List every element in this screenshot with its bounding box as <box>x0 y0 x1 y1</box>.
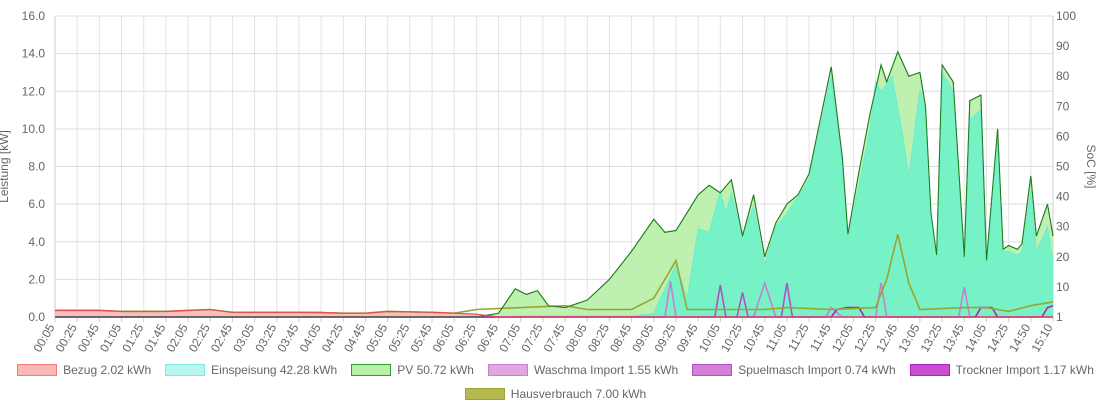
y-right-tick-label: 20 <box>1056 250 1070 264</box>
x-tick-label: 09:45 <box>674 321 701 354</box>
x-tick-label: 01:25 <box>119 321 146 354</box>
legend-item[interactable]: Hausverbrauch 7.00 kWh <box>464 382 647 406</box>
legend-swatch <box>692 364 733 376</box>
y-right-tick-label: 90 <box>1056 39 1070 53</box>
x-tick-label: 11:05 <box>763 321 790 354</box>
y-left-tick-label: 6.0 <box>28 197 45 211</box>
x-tick-label: 00:45 <box>75 321 102 354</box>
y-left-tick-label: 14.0 <box>22 47 46 61</box>
series-area-0 <box>55 309 1053 317</box>
chart-legend: Bezug 2.02 kWh Einspeisung 42.28 kWh PV 50… <box>0 358 1111 406</box>
legend-item[interactable]: Einspeisung 42.28 kWh <box>165 358 337 382</box>
legend-label: Hausverbrauch 7.00 kWh <box>510 387 647 401</box>
legend-item[interactable]: PV 50.72 kWh <box>351 358 474 382</box>
x-tick-label: 06:25 <box>452 321 479 354</box>
y-left-tick-label: 12.0 <box>22 84 46 98</box>
y-right-tick-label: 1 <box>1056 310 1063 324</box>
x-tick-label: 01:05 <box>97 321 124 354</box>
x-tick-label: 11:25 <box>785 321 812 354</box>
x-tick-label: 10:45 <box>740 321 767 354</box>
x-tick-label: 00:05 <box>30 321 57 354</box>
legend-swatch <box>487 364 528 376</box>
x-tick-label: 10:05 <box>696 321 723 354</box>
x-tick-label: 04:45 <box>341 321 368 354</box>
legend-label: Einspeisung 42.28 kWh <box>211 363 338 377</box>
y-left-tick-label: 4.0 <box>28 235 45 249</box>
legend-item[interactable]: Bezug 2.02 kWh <box>17 358 151 382</box>
legend-swatch <box>165 364 206 376</box>
legend-item[interactable]: Waschma Import 1.55 kWh <box>487 358 679 382</box>
x-tick-label: 12:25 <box>851 321 878 354</box>
legend-swatch <box>351 364 392 376</box>
x-tick-label: 05:25 <box>385 321 412 354</box>
x-tick-label: 00:25 <box>53 321 80 354</box>
x-tick-label: 02:05 <box>164 321 191 354</box>
x-tick-label: 07:45 <box>541 321 568 354</box>
x-tick-label: 09:05 <box>629 321 656 354</box>
x-tick-label: 07:25 <box>518 321 545 354</box>
y-right-tick-label: 60 <box>1056 129 1070 143</box>
legend-item[interactable]: Trockner Import 1.17 kWh <box>909 358 1094 382</box>
series-line-4 <box>55 282 1053 318</box>
x-tick-label: 01:45 <box>141 321 168 354</box>
bezug-outline <box>55 308 1053 318</box>
x-tick-label: 12:05 <box>829 321 856 354</box>
legend-label: Spuelmasch Import 0.74 kWh <box>738 363 896 377</box>
x-tick-label: 08:45 <box>607 321 634 354</box>
x-tick-label: 14:25 <box>984 321 1011 354</box>
x-tick-label: 02:45 <box>208 321 235 354</box>
x-tick-label: 02:25 <box>186 321 213 354</box>
legend-label: PV 50.72 kWh <box>397 363 474 377</box>
x-tick-label: 13:05 <box>895 321 922 354</box>
legend-swatch <box>464 388 505 400</box>
x-tick-label: 03:05 <box>230 321 257 354</box>
x-tick-label: 07:05 <box>496 321 523 354</box>
legend-swatch <box>17 364 58 376</box>
pv-outline <box>55 50 1054 318</box>
x-tick-label: 13:25 <box>918 321 945 354</box>
y-right-tick-label: 70 <box>1056 99 1070 113</box>
x-tick-label: 08:25 <box>585 321 612 354</box>
y-left-tick-label: 8.0 <box>28 160 45 174</box>
y-right-tick-label: 50 <box>1056 160 1070 174</box>
y-right-tick-label: 100 <box>1056 9 1076 23</box>
x-tick-label: 03:45 <box>274 321 301 354</box>
y-right-axis-title: SoC [%] <box>1084 144 1098 188</box>
chart-canvas: 0.0 2.0 4.0 6.0 8.0 10.0 12.0 14.0 16.0 1 10 20 30 40… <box>0 9 1098 355</box>
y-left-tick-label: 2.0 <box>28 272 45 286</box>
legend-label: Trockner Import 1.17 kWh <box>955 363 1094 377</box>
y-right-tick-label: 30 <box>1056 220 1070 234</box>
x-tick-label: 15:10 <box>1028 321 1055 354</box>
legend-label: Bezug 2.02 kWh <box>63 363 152 377</box>
x-tick-label: 03:25 <box>252 321 279 354</box>
x-tick-label: 13:45 <box>940 321 967 354</box>
x-tick-label: 12:45 <box>873 321 900 354</box>
y-left-axis-title: Leistung [kW] <box>0 130 11 203</box>
x-tick-label: 05:05 <box>363 321 390 354</box>
y-left-tick-label: 10.0 <box>22 122 46 136</box>
y-left-tick-label: 16.0 <box>22 9 46 23</box>
x-tick-label: 10:25 <box>718 321 745 354</box>
x-tick-label: 04:25 <box>319 321 346 354</box>
x-tick-label: 06:05 <box>430 321 457 354</box>
y-right-tick-label: 80 <box>1056 69 1070 83</box>
x-tick-label: 14:05 <box>962 321 989 354</box>
legend-swatch <box>909 364 950 376</box>
legend-item[interactable]: Spuelmasch Import 0.74 kWh <box>692 358 896 382</box>
y-right-tick-label: 40 <box>1056 190 1070 204</box>
y-right-tick-label: 10 <box>1056 280 1070 294</box>
y-left-tick-label: 0.0 <box>28 310 45 324</box>
x-tick-label: 06:45 <box>474 321 501 354</box>
x-tick-label: 05:45 <box>407 321 434 354</box>
x-tick-label: 04:05 <box>297 321 324 354</box>
x-tick-label: 14:50 <box>1006 321 1033 354</box>
x-tick-label: 08:05 <box>563 321 590 354</box>
einspeisung-overlay <box>55 72 1053 318</box>
legend-label: Waschma Import 1.55 kWh <box>533 363 679 377</box>
x-tick-label: 09:25 <box>651 321 678 354</box>
